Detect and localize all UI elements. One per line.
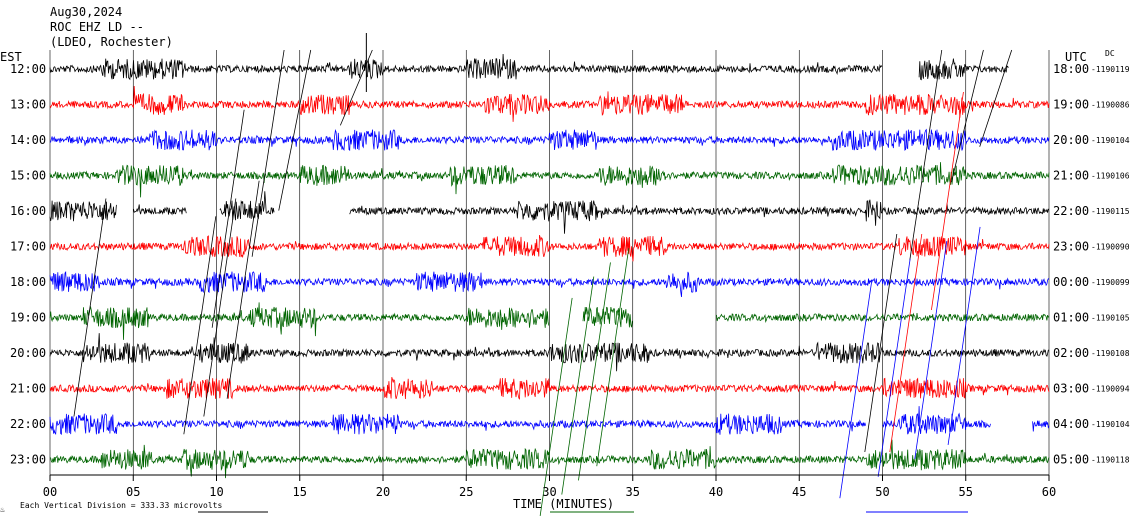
- drift-line: [596, 248, 630, 467]
- trace-row: [49, 406, 1050, 436]
- x-axis-title: TIME (MINUTES): [513, 497, 614, 511]
- est-hour-label: 14:00: [10, 133, 46, 147]
- drift-line: [339, 49, 373, 126]
- drift-line: [73, 198, 107, 417]
- trace-row: [49, 302, 1050, 340]
- dc-offset-label: -1190099: [1091, 278, 1130, 287]
- est-hour-label: 16:00: [10, 204, 46, 218]
- x-tick-label: 55: [959, 485, 973, 499]
- drift-line: [278, 49, 312, 211]
- drift-line: [183, 216, 217, 435]
- est-hour-label: 13:00: [10, 98, 46, 112]
- est-hour-label: 23:00: [10, 453, 46, 467]
- drift-line: [979, 49, 1013, 147]
- dc-offset-label: -1190115: [1091, 207, 1130, 216]
- utc-hour-label: 00:00: [1053, 275, 1089, 289]
- dc-offset-label: -1190106: [1091, 172, 1130, 181]
- minute-gridlines: [49, 50, 1050, 475]
- x-tick-label: 00: [43, 485, 57, 499]
- dc-offset-label: -1190105: [1091, 314, 1130, 323]
- x-tick-label: 15: [293, 485, 307, 499]
- est-hour-label: 12:00: [10, 62, 46, 76]
- utc-hour-label: 21:00: [1053, 169, 1089, 183]
- utc-hour-label: 02:00: [1053, 346, 1089, 360]
- drift-line: [578, 262, 611, 481]
- dc-label: DC: [1105, 49, 1115, 58]
- trace-row: [49, 376, 1050, 400]
- est-hour-label: 15:00: [10, 169, 46, 183]
- dc-offset-label: -1190118: [1091, 456, 1130, 465]
- x-tick-label: 40: [709, 485, 723, 499]
- trace-row: [49, 234, 1050, 262]
- utc-hour-label: 01:00: [1053, 311, 1089, 325]
- dc-offset-label: -1190108: [1091, 349, 1130, 358]
- dc-offset-label: -1190094: [1091, 385, 1130, 394]
- header-date: Aug30,2024: [50, 5, 122, 19]
- utc-hour-label: 19:00: [1053, 98, 1089, 112]
- drift-line: [839, 280, 873, 499]
- x-tick-label: 50: [875, 485, 889, 499]
- dc-offset-label: -1190090: [1091, 243, 1130, 252]
- est-hour-label: 22:00: [10, 417, 46, 431]
- x-tick-label: 60: [1042, 485, 1056, 499]
- trace-row: [49, 162, 1050, 198]
- trace-row: [49, 128, 1050, 152]
- trace-row: [49, 333, 1050, 372]
- corner-mark: ♨: [0, 505, 5, 514]
- drift-line: [877, 258, 911, 477]
- utc-hour-label: 05:00: [1053, 453, 1089, 467]
- x-axis-ticks: 00 05 10 15 20 25 30 35 40 45 50 55 60: [43, 475, 1056, 499]
- drift-line: [211, 109, 245, 328]
- drift-line: [561, 276, 595, 495]
- est-hour-label: 20:00: [10, 346, 46, 360]
- drift-line: [539, 297, 573, 516]
- est-hour-labels: 12:00 13:00 14:00 15:00 16:00 17:00 18:00 19:00…: [10, 62, 46, 467]
- x-tick-label: 45: [792, 485, 806, 499]
- scale-note: Each Vertical Division = 333.33 microvol…: [20, 501, 222, 510]
- right-axis-label: UTC: [1065, 50, 1087, 64]
- utc-hour-label: 22:00: [1053, 204, 1089, 218]
- trace-row: [49, 191, 1050, 234]
- drift-line: [914, 241, 948, 460]
- trace-row: [49, 439, 1050, 479]
- header-network: (LDEO, Rochester): [50, 35, 173, 49]
- drift-line: [909, 49, 943, 261]
- dc-offset-label: -1190104: [1091, 420, 1130, 429]
- trace-row: [49, 271, 1050, 298]
- dc-offset-label: -1190119: [1091, 65, 1130, 74]
- est-hour-label: 21:00: [10, 382, 46, 396]
- x-tick-label: 35: [626, 485, 640, 499]
- utc-hour-label: 04:00: [1053, 417, 1089, 431]
- seismogram-traces: [49, 54, 1050, 479]
- drift-line: [203, 198, 237, 417]
- x-tick-label: 10: [209, 485, 223, 499]
- left-axis-label: EST: [0, 50, 22, 64]
- drift-line: [251, 49, 285, 257]
- drift-line: [226, 180, 260, 399]
- est-hour-label: 18:00: [10, 275, 46, 289]
- drift-line: [931, 91, 964, 311]
- dc-offset-label: -1190086: [1091, 101, 1130, 110]
- utc-hour-label: 23:00: [1053, 240, 1089, 254]
- est-hour-label: 17:00: [10, 240, 46, 254]
- est-hour-label: 19:00: [10, 311, 46, 325]
- utc-hour-label: 20:00: [1053, 133, 1089, 147]
- event-drift-lines: [73, 33, 1013, 516]
- drift-line: [864, 233, 898, 453]
- x-tick-label: 30: [542, 485, 556, 499]
- drift-line: [947, 226, 981, 445]
- dc-offset-label: -1190104: [1091, 136, 1130, 145]
- x-tick-label: 05: [126, 485, 140, 499]
- drift-line: [889, 233, 923, 453]
- header-station: ROC EHZ LD --: [50, 20, 144, 34]
- x-tick-label: 25: [459, 485, 473, 499]
- drift-line: [951, 49, 984, 183]
- x-tick-label: 20: [376, 485, 390, 499]
- utc-hour-label: 18:00: [1053, 62, 1089, 76]
- trace-row: [49, 85, 1050, 122]
- utc-hour-label: 03:00: [1053, 382, 1089, 396]
